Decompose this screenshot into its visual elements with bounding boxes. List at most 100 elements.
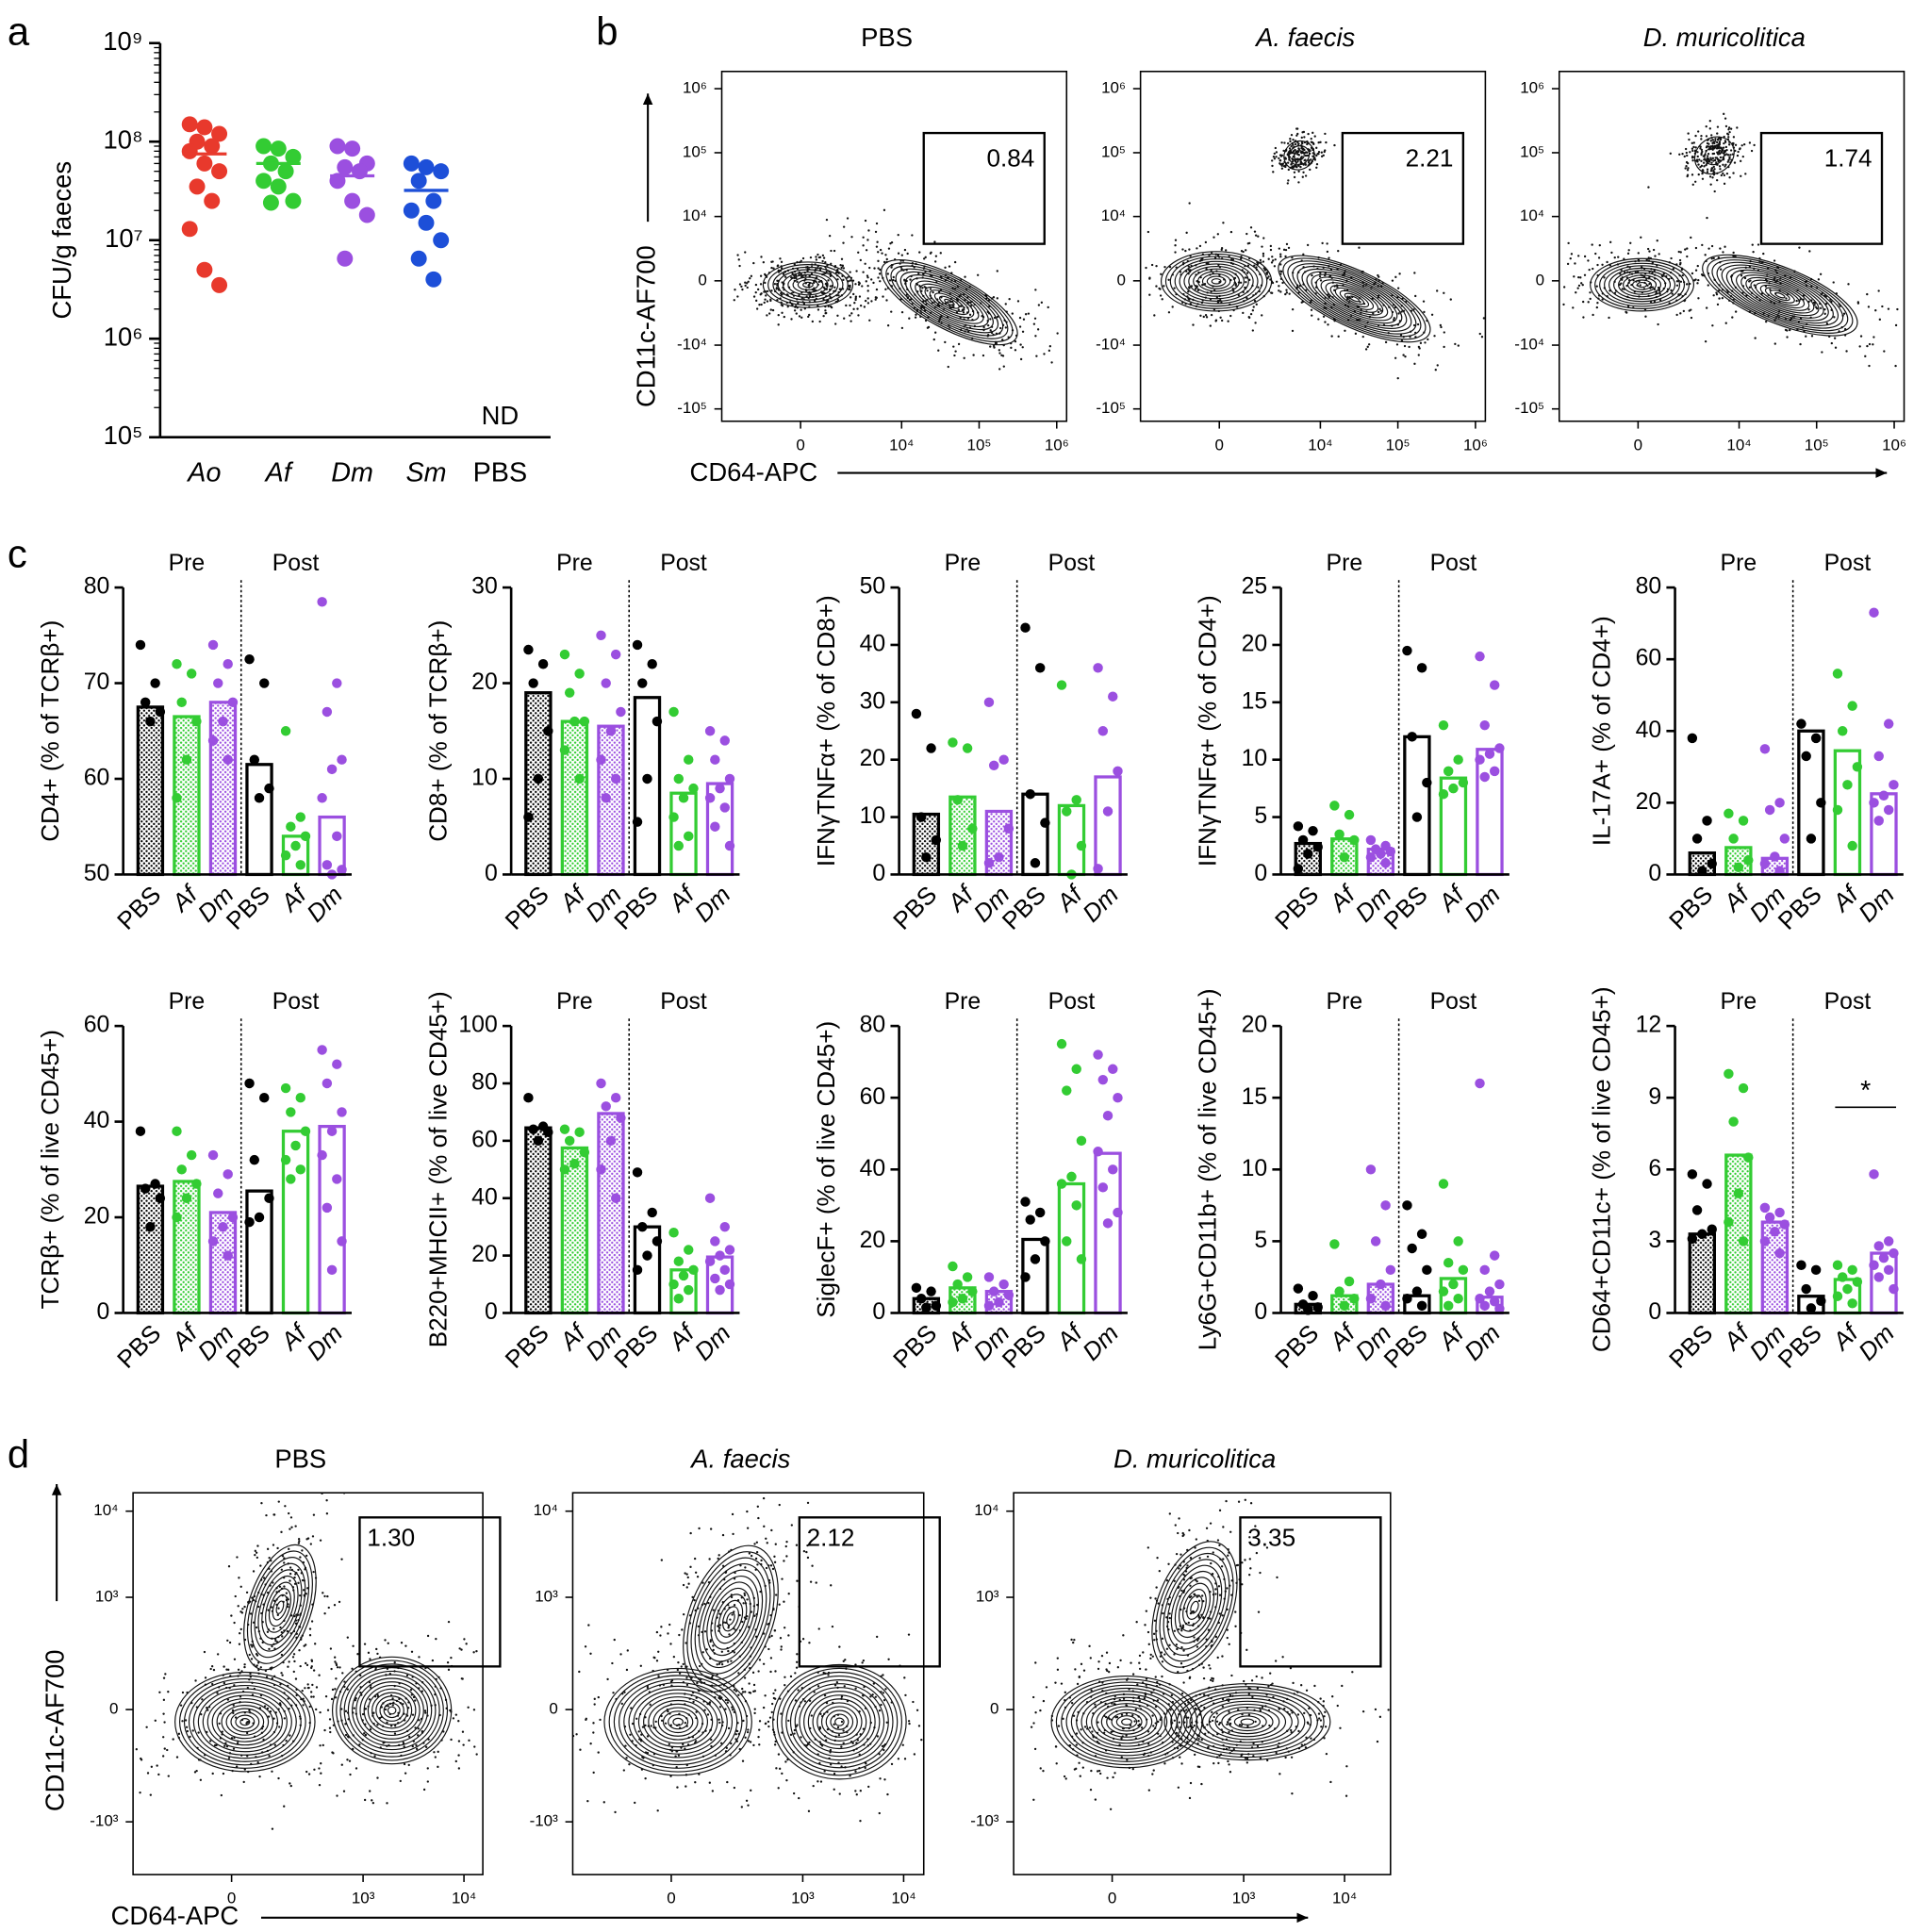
event-dot <box>823 1693 827 1697</box>
event-dot <box>1326 250 1329 254</box>
event-dot <box>1580 282 1583 285</box>
event-dot <box>1097 1667 1100 1671</box>
event-dot <box>652 1656 655 1660</box>
contour <box>1618 272 1667 298</box>
event-dot <box>620 1702 623 1706</box>
event-dot <box>817 308 820 311</box>
contour <box>1759 284 1800 306</box>
data-point <box>926 743 936 753</box>
data-point <box>704 1193 716 1203</box>
event-dot <box>156 1764 158 1767</box>
data-point <box>1339 1300 1350 1312</box>
event-dot <box>1887 307 1890 310</box>
event-dot <box>376 1776 379 1779</box>
data-point <box>1889 780 1899 790</box>
event-dot <box>1279 154 1282 157</box>
event-dot <box>343 1685 346 1689</box>
event-dot <box>660 1559 664 1561</box>
event-dot <box>1705 135 1708 138</box>
data-point <box>280 1154 291 1165</box>
event-dot <box>770 289 773 292</box>
panel-label: a <box>8 9 30 54</box>
event-dot <box>1134 1708 1138 1711</box>
event-dot <box>589 1652 592 1655</box>
y-tick-label: 10³ <box>535 1588 558 1606</box>
data-point <box>1293 821 1304 832</box>
event-dot <box>193 1771 197 1774</box>
group-label: Pre <box>1327 551 1363 576</box>
data-point <box>616 1113 626 1123</box>
data-point <box>1293 1283 1304 1294</box>
event-dot <box>299 1664 302 1668</box>
event-dot <box>623 1691 626 1693</box>
event-dot <box>624 1744 627 1747</box>
event-dot <box>806 1556 810 1560</box>
event-dot <box>885 257 888 261</box>
event-dot <box>1077 336 1079 338</box>
event-dot <box>743 1592 746 1595</box>
data-point <box>244 1216 255 1228</box>
event-dot <box>1290 163 1293 166</box>
event-dot <box>1145 266 1147 270</box>
event-dot <box>1712 256 1715 260</box>
contour <box>702 1575 759 1662</box>
event-dot <box>250 1658 254 1660</box>
event-dot <box>266 1707 270 1710</box>
event-dot <box>1731 153 1735 156</box>
contour <box>206 1694 283 1749</box>
event-dot <box>1858 345 1861 348</box>
data-point <box>277 163 294 180</box>
event-dot <box>1709 157 1712 159</box>
event-dot <box>1212 1679 1214 1682</box>
event-dot <box>1691 183 1694 186</box>
event-dot <box>1187 265 1190 268</box>
event-dot <box>1196 247 1198 250</box>
event-dot <box>1153 1639 1156 1642</box>
event-dot <box>660 1626 663 1628</box>
event-dot <box>939 252 942 255</box>
event-dot <box>1419 341 1423 345</box>
event-dot <box>1723 173 1726 177</box>
data-point <box>1334 1286 1344 1296</box>
contour <box>762 261 854 308</box>
event-dot <box>255 1626 258 1629</box>
data-point <box>998 754 1009 765</box>
event-dot <box>181 1691 185 1694</box>
event-dot <box>809 1580 813 1583</box>
data-point <box>244 653 255 665</box>
event-dot <box>1833 316 1836 319</box>
event-dot <box>1243 1679 1245 1683</box>
event-dot <box>1443 345 1445 349</box>
data-point <box>673 840 685 851</box>
event-dot <box>1311 273 1313 277</box>
data-point <box>286 1174 296 1184</box>
event-dot <box>1300 301 1303 304</box>
event-dot <box>195 1769 198 1773</box>
event-dot <box>355 1767 358 1770</box>
event-dot <box>1691 141 1693 145</box>
event-dot <box>1161 298 1163 301</box>
event-dot <box>1113 1772 1116 1775</box>
event-dot <box>1697 163 1700 166</box>
data-point <box>1842 780 1853 790</box>
y-tick-label: -10⁴ <box>677 336 707 354</box>
event-dot <box>293 1576 296 1579</box>
event-dot <box>417 1734 420 1737</box>
event-dot <box>1290 1728 1293 1732</box>
event-dot <box>1245 297 1248 300</box>
event-dot <box>1167 278 1170 281</box>
event-dot <box>877 267 880 270</box>
event-dot <box>1394 275 1397 278</box>
event-dot <box>1712 159 1715 162</box>
event-dot <box>592 1731 595 1734</box>
event-dot <box>239 1627 242 1631</box>
event-dot <box>587 1624 590 1627</box>
data-point <box>652 1236 663 1247</box>
event-dot <box>849 271 851 273</box>
event-dot <box>1011 312 1014 315</box>
event-dot <box>850 312 853 315</box>
event-dot <box>1305 1736 1308 1739</box>
event-dot <box>291 1656 295 1659</box>
event-dot <box>731 1709 734 1711</box>
event-dot <box>734 1690 738 1693</box>
